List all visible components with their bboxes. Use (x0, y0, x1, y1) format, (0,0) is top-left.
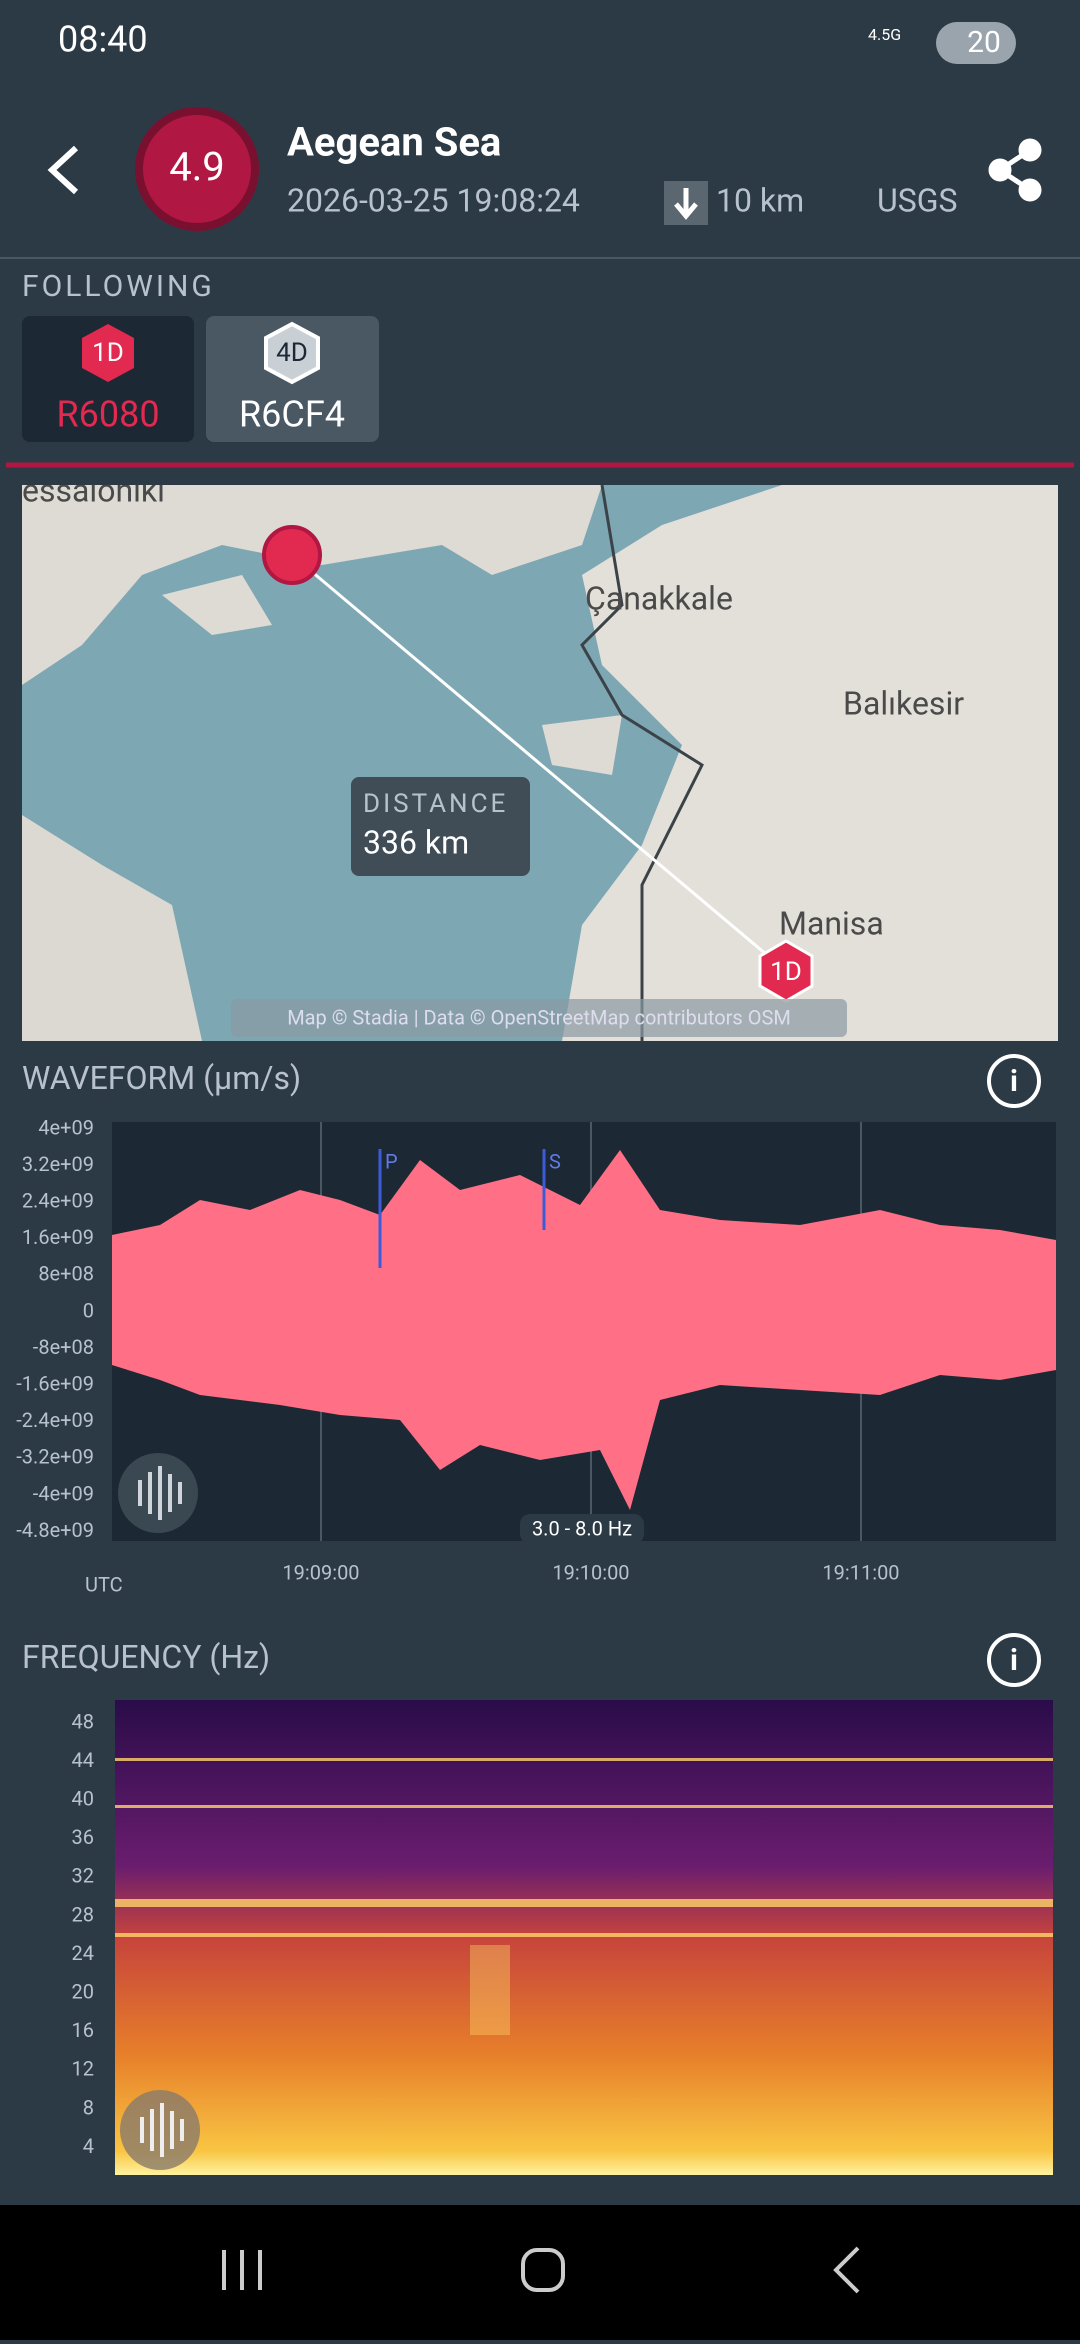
audio-button[interactable] (120, 2090, 200, 2170)
time-zone: UTC (85, 1572, 123, 1596)
x-tick-label: 19:11:00 (822, 1560, 899, 1584)
y-tick-label: 40 (72, 1786, 94, 1810)
place-label: essaloniki (22, 471, 165, 509)
station-card[interactable]: 4D R6CF4 (206, 316, 379, 442)
waveform-title: WAVEFORM (µm/s) (22, 1059, 301, 1097)
back-button[interactable] (47, 145, 79, 195)
magnitude-badge (135, 107, 259, 231)
station-name: R6080 (56, 394, 159, 436)
y-tick-label: 36 (72, 1825, 94, 1849)
audio-button[interactable] (118, 1453, 198, 1533)
y-tick-label: 4 (83, 2134, 94, 2158)
home-button[interactable] (521, 2248, 565, 2292)
event-datetime: 2026-03-25 19:08:24 (287, 181, 580, 219)
following-label: FOLLOWING (22, 269, 215, 304)
y-tick-label: 1.6e+09 (22, 1225, 94, 1249)
recents-button[interactable] (222, 2250, 262, 2290)
info-button[interactable]: i (987, 1633, 1041, 1687)
event-title: Aegean Sea (287, 119, 501, 166)
station-marker: 1D (770, 957, 802, 987)
svg-text:i: i (1010, 1643, 1018, 1678)
battery (936, 22, 1016, 64)
spectrogram (115, 1700, 1053, 2175)
y-tick-label: 12 (72, 2057, 94, 2081)
place-label: Balıkesir (843, 684, 964, 722)
battery-level: 20 (967, 25, 1001, 60)
y-tick-label: 4e+09 (38, 1115, 94, 1139)
status-time: 08:40 (58, 19, 148, 61)
place-label: Çanakkale (585, 579, 733, 617)
network-type: 4.5G (868, 25, 901, 44)
filter-label: 3.0 - 8.0 Hz (532, 1516, 632, 1540)
y-tick-label: 32 (72, 1864, 94, 1888)
y-tick-label: 8e+08 (38, 1262, 94, 1286)
y-tick-label: -4.8e+09 (16, 1518, 94, 1542)
source: USGS (877, 181, 958, 219)
share-button[interactable] (988, 138, 1042, 202)
y-tick-label: 2.4e+09 (22, 1188, 94, 1212)
y-tick-label: -8e+08 (33, 1335, 94, 1359)
x-tick-label: 19:10:00 (552, 1560, 629, 1584)
y-tick-label: -2.4e+09 (16, 1408, 94, 1432)
phase-label: S (549, 1149, 561, 1173)
magnitude: 4.9 (169, 144, 225, 191)
y-tick-label: 48 (72, 1709, 94, 1733)
x-tick-label: 19:09:00 (282, 1560, 359, 1584)
y-tick-label: -1.6e+09 (16, 1371, 94, 1395)
y-tick-label: 16 (72, 2018, 94, 2042)
y-tick-label: 20 (72, 1979, 94, 2003)
depth: 10 km (716, 181, 804, 219)
y-tick-label: 44 (72, 1748, 94, 1772)
map-attribution[interactable]: Map © Stadia | Data © OpenStreetMap cont… (287, 1005, 791, 1029)
station-badge: 4D (276, 338, 308, 368)
info-button[interactable]: i (987, 1054, 1041, 1108)
y-tick-label: 28 (72, 1902, 94, 1926)
back-nav-button[interactable] (833, 2246, 860, 2294)
waveform-trace (112, 1150, 1056, 1510)
y-tick-label: 0 (83, 1298, 94, 1322)
station-card[interactable]: 1D R6080 (22, 316, 194, 442)
y-tick-label: -3.2e+09 (16, 1445, 94, 1469)
phase-label: P (385, 1149, 398, 1173)
y-tick-label: 3.2e+09 (22, 1152, 94, 1176)
place-label: Manisa (779, 904, 884, 942)
svg-text:i: i (1010, 1064, 1018, 1099)
nav-bar (0, 2205, 1080, 2340)
y-tick-label: 24 (72, 1941, 94, 1965)
epicenter (262, 525, 322, 585)
distance-value: 336 km (363, 823, 469, 861)
distance-label: DISTANCE (363, 789, 508, 819)
station-name: R6CF4 (239, 394, 345, 436)
map[interactable]: essaloniki Çanakkale Balıkesir Manisa 1D… (22, 471, 1058, 1041)
y-tick-label: -4e+09 (33, 1481, 94, 1505)
frequency-title: FREQUENCY (Hz) (22, 1638, 270, 1676)
y-tick-label: 8 (83, 2095, 94, 2119)
station-badge: 1D (92, 338, 124, 368)
